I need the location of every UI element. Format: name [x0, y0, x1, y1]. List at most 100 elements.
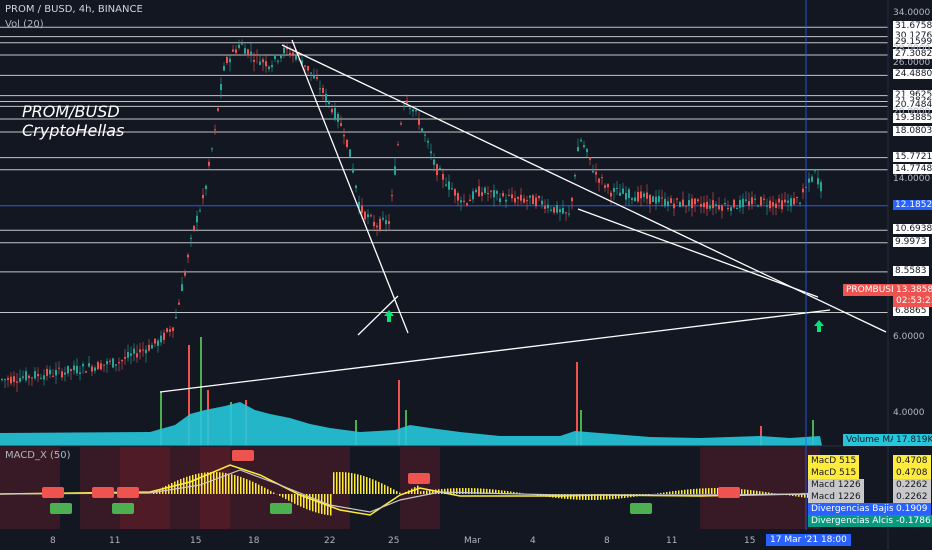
candle-body — [130, 353, 132, 356]
candle-body — [376, 225, 378, 228]
divergence-marker — [42, 487, 64, 498]
candle-body — [751, 197, 753, 205]
candle-body — [301, 60, 303, 65]
candle-body — [478, 186, 480, 197]
macd-histogram-bar — [576, 494, 578, 500]
candle-body — [427, 140, 429, 143]
time-tick-label: 18 — [248, 536, 260, 546]
macd-histogram-bar — [198, 473, 200, 494]
candle-body — [418, 119, 420, 125]
macd-histogram-bar — [213, 472, 215, 494]
candle-body — [703, 202, 705, 208]
candle-body — [115, 364, 117, 366]
trendlines — [159, 39, 887, 393]
candle-body — [511, 194, 513, 199]
candle-body — [1, 378, 3, 380]
candle-body — [547, 204, 549, 209]
volume-bar — [812, 420, 814, 446]
macd-histogram-bar — [372, 479, 374, 494]
macd-histogram-bar — [489, 489, 491, 494]
candle-body — [475, 189, 477, 193]
macd-histogram-bar — [249, 480, 251, 494]
candle-body — [253, 59, 255, 62]
macd-histogram-bar — [468, 488, 470, 494]
trend-line — [281, 44, 887, 333]
macd-histogram-bar — [189, 475, 191, 494]
candle-body — [4, 379, 6, 381]
overlay-pair: PROM/BUSD — [22, 102, 120, 121]
chart-overlay-text: PROM/BUSD CryptoHellas — [22, 102, 124, 140]
candle-body — [415, 110, 417, 112]
macd-histogram-bar — [357, 474, 359, 494]
price-tick-label: 10.6938 — [893, 224, 932, 234]
candle-body — [73, 365, 75, 371]
candle-body — [442, 174, 444, 180]
macd-histogram-bar — [336, 472, 338, 494]
candle-body — [22, 376, 24, 378]
macd-histogram-bar — [771, 492, 773, 494]
candle-body — [52, 375, 54, 377]
macd-histogram-bar — [291, 494, 293, 503]
macd-histogram-bar — [258, 484, 260, 494]
macd-histogram-bar — [681, 490, 683, 494]
candle-body — [562, 207, 564, 214]
macd-histogram-bar — [420, 491, 422, 494]
macd-histogram-bar — [504, 490, 506, 494]
candle-body — [664, 198, 666, 207]
macd-histogram-bar — [492, 489, 494, 494]
volume-bar — [160, 392, 162, 446]
candle-body — [262, 59, 264, 63]
macd-histogram-bar — [684, 489, 686, 494]
candle-body — [25, 371, 27, 381]
candle-body — [610, 192, 612, 197]
macd-histogram-bar — [753, 490, 755, 494]
macd-histogram-bar — [387, 486, 389, 494]
macd-histogram-bar — [216, 472, 218, 494]
candle-body — [184, 272, 186, 276]
macd-histogram-bar — [687, 489, 689, 494]
candle-body — [85, 371, 87, 373]
price-tick-label: 14.7748 — [893, 164, 932, 174]
candle-body — [661, 197, 663, 199]
candle-body — [292, 52, 294, 55]
divergence-marker — [117, 487, 139, 498]
candle-body — [136, 353, 138, 358]
candle-body — [361, 205, 363, 213]
candle-body — [298, 53, 300, 55]
candle-body — [718, 205, 720, 210]
macd-histogram-bar — [702, 488, 704, 494]
macd-histogram-bar — [453, 488, 455, 494]
candle-body — [106, 361, 108, 365]
symbol-title[interactable]: PROM / BUSD, 4h, BINANCE — [5, 4, 143, 15]
buy-arrow-icon — [814, 320, 824, 332]
macd-histogram-bar — [798, 494, 800, 497]
time-tick-label: 8 — [604, 536, 610, 546]
volume-bar — [580, 410, 582, 446]
candle-body — [613, 188, 615, 192]
macd-histogram-bar — [498, 490, 500, 494]
candle-body — [49, 369, 51, 375]
macd-histogram-bar — [171, 482, 173, 494]
candle-body — [502, 193, 504, 197]
candle-body — [517, 196, 519, 199]
candle-body — [439, 167, 441, 169]
candle-body — [142, 349, 144, 351]
trend-line — [357, 295, 399, 336]
macd-histogram-bar — [390, 487, 392, 494]
candle-body — [532, 195, 534, 205]
volume-bar — [760, 426, 762, 446]
candle-body — [103, 364, 105, 366]
candle-body — [226, 56, 228, 64]
macd-indicator-title[interactable]: MACD_X (50) — [5, 450, 71, 461]
macd-histogram-bar — [762, 491, 764, 494]
macd-legend-value: 0.4708 — [893, 455, 931, 467]
macd-histogram-bar — [225, 473, 227, 494]
price-tick-label: 34.0000 — [893, 8, 931, 18]
macd-histogram-bar — [741, 489, 743, 494]
macd-histogram-bar — [597, 494, 599, 500]
macd-histogram-bar — [294, 494, 296, 504]
volume-indicator-label[interactable]: Vol (20) — [5, 19, 44, 30]
candle-body — [436, 164, 438, 176]
